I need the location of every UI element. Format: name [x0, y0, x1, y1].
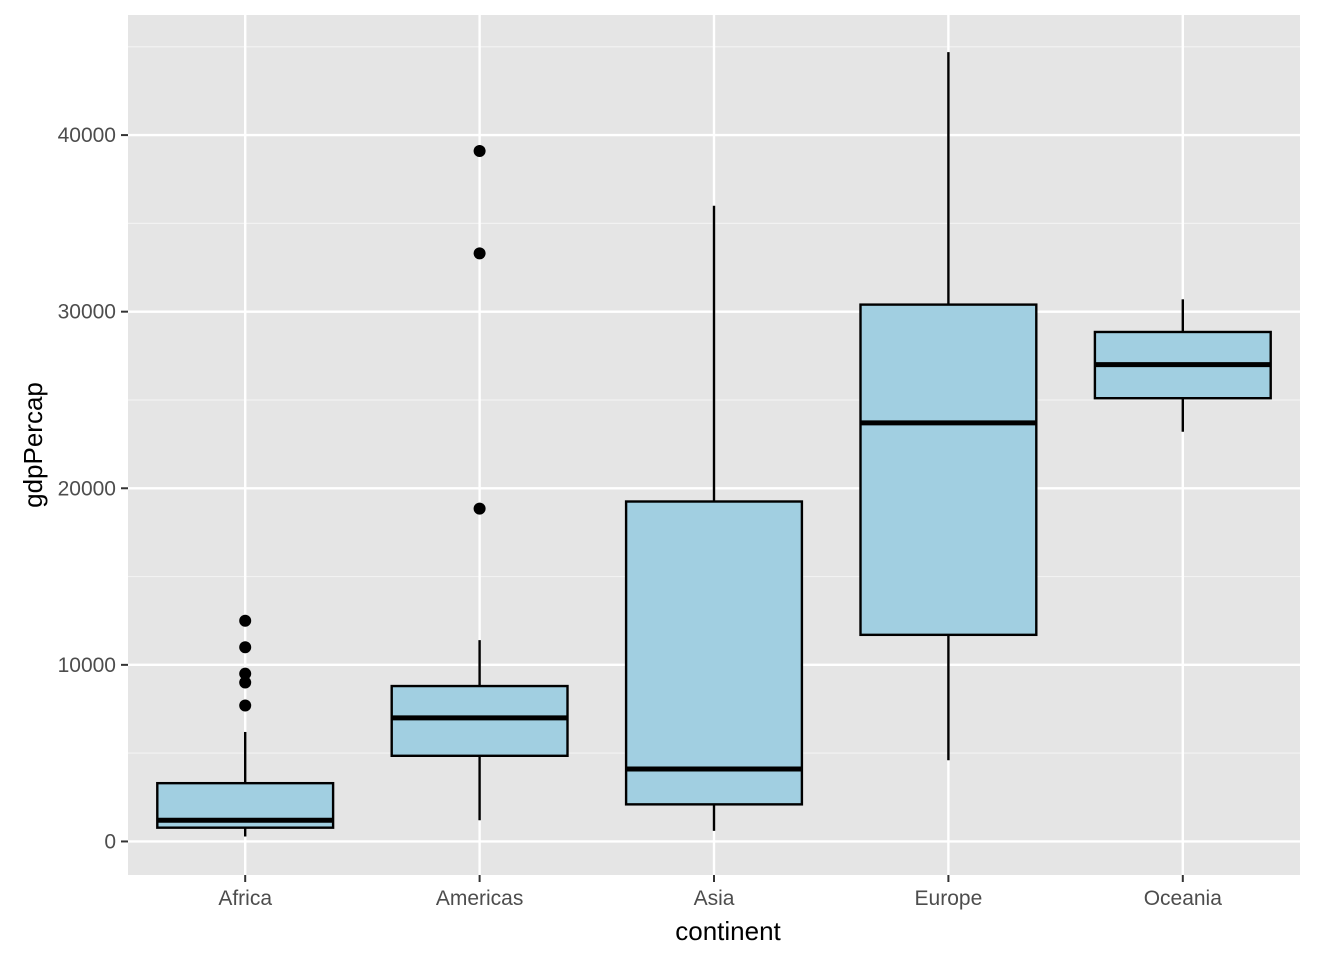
outlier-point	[239, 676, 252, 689]
outlier-point	[473, 144, 486, 157]
boxes-layer	[156, 52, 1272, 837]
y-tick-label: 40000	[58, 124, 116, 147]
y-tick-label: 0	[104, 830, 116, 853]
outlier-point	[239, 667, 252, 680]
box-iqr	[859, 303, 1038, 637]
x-tick-label: Americas	[436, 887, 524, 910]
outlier-point	[239, 641, 252, 654]
x-tick-label: Europe	[915, 887, 983, 910]
box-americas	[390, 144, 569, 821]
y-axis-title: gdpPercap	[18, 382, 48, 508]
outlier-point	[239, 614, 252, 627]
y-tick-label: 10000	[58, 654, 116, 677]
box-iqr	[390, 684, 569, 758]
box-africa	[156, 614, 335, 837]
x-tick-label: Oceania	[1144, 887, 1223, 910]
box-iqr	[624, 500, 804, 806]
y-tick-label: 30000	[58, 301, 116, 324]
y-axis: 0 10000 20000 30000 40000	[58, 124, 128, 853]
box-asia	[624, 205, 804, 831]
x-tick-label: Africa	[218, 887, 272, 910]
outlier-point	[473, 247, 486, 260]
y-tick-label: 20000	[58, 477, 116, 500]
box-oceania	[1093, 299, 1272, 432]
x-axis: Africa Americas Asia Europe Oceania	[218, 875, 1222, 910]
outlier-point	[473, 502, 486, 515]
outlier-point	[239, 699, 252, 712]
x-tick-label: Asia	[694, 887, 735, 910]
box-europe	[859, 52, 1038, 761]
x-axis-title: continent	[675, 916, 781, 946]
